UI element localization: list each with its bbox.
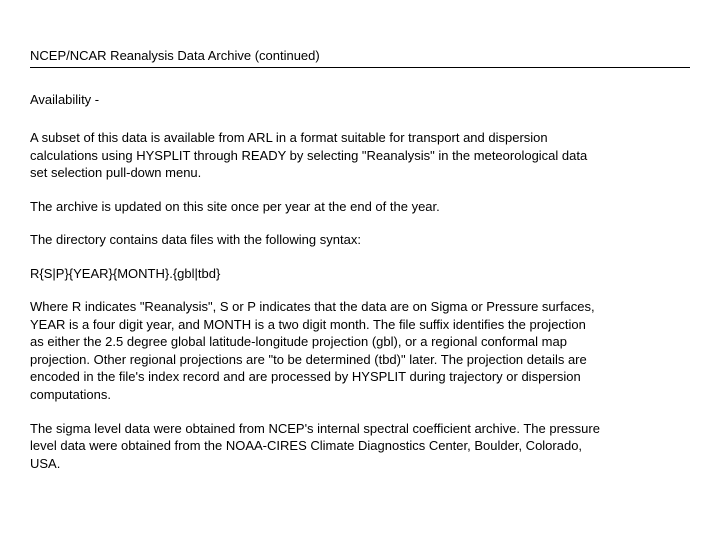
- paragraph-1: A subset of this data is available from …: [30, 129, 600, 182]
- paragraph-6: The sigma level data were obtained from …: [30, 420, 600, 473]
- section-label: Availability -: [30, 92, 690, 107]
- paragraph-2: The archive is updated on this site once…: [30, 198, 600, 216]
- paragraph-5: Where R indicates "Reanalysis", S or P i…: [30, 298, 600, 403]
- paragraph-3: The directory contains data files with t…: [30, 231, 600, 249]
- paragraph-4: R{S|P}{YEAR}{MONTH}.{gbl|tbd}: [30, 265, 600, 283]
- page-title: NCEP/NCAR Reanalysis Data Archive (conti…: [30, 48, 690, 63]
- title-divider: [30, 67, 690, 68]
